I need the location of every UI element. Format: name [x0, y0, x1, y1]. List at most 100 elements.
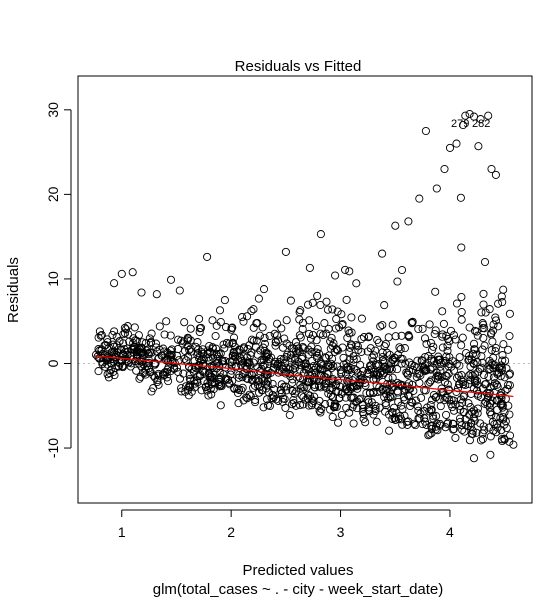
- data-point: [487, 409, 494, 416]
- data-point: [446, 144, 453, 151]
- data-point: [332, 272, 339, 279]
- data-point: [452, 434, 459, 441]
- data-point: [359, 401, 366, 408]
- data-point: [148, 330, 155, 337]
- data-point: [426, 321, 433, 328]
- chart-subtitle: glm(total_cases ~ . - city - week_start_…: [153, 581, 444, 598]
- y-tick-label: 0: [45, 359, 61, 367]
- data-point: [499, 299, 506, 306]
- data-point: [440, 320, 447, 327]
- data-point: [478, 353, 485, 360]
- data-point: [458, 293, 465, 300]
- data-point: [453, 300, 460, 307]
- x-axis-title: Predicted values: [243, 562, 354, 579]
- data-point: [216, 307, 223, 314]
- data-point: [240, 318, 247, 325]
- y-tick-label: -10: [45, 438, 61, 458]
- data-point: [287, 297, 294, 304]
- data-point: [398, 266, 405, 273]
- data-point: [348, 314, 355, 321]
- data-point: [282, 248, 289, 255]
- data-point: [422, 127, 429, 134]
- data-point: [463, 349, 470, 356]
- data-point: [217, 318, 224, 325]
- x-axis: 1234: [118, 510, 454, 540]
- data-point: [487, 451, 494, 458]
- data-point: [181, 319, 188, 326]
- data-point: [167, 276, 174, 283]
- data-point: [477, 437, 484, 444]
- data-point: [131, 324, 138, 331]
- data-point: [239, 314, 246, 321]
- data-point: [335, 419, 342, 426]
- data-point: [394, 366, 401, 373]
- data-point: [282, 404, 289, 411]
- data-point: [305, 351, 312, 358]
- data-point: [437, 403, 444, 410]
- data-point: [274, 332, 281, 339]
- data-point: [492, 171, 499, 178]
- data-point: [456, 354, 463, 361]
- data-point: [209, 317, 216, 324]
- y-tick-label: 30: [45, 102, 61, 118]
- data-point: [381, 302, 388, 309]
- data-point: [254, 351, 261, 358]
- data-point: [405, 218, 412, 225]
- x-tick-label: 4: [446, 524, 454, 540]
- data-point: [323, 298, 330, 305]
- outlier-label-1: 279: [451, 118, 469, 130]
- data-point: [321, 320, 328, 327]
- data-point: [187, 325, 194, 332]
- data-point: [377, 323, 384, 330]
- data-point: [286, 411, 293, 418]
- data-point: [457, 194, 464, 201]
- data-point: [350, 420, 357, 427]
- data-point: [480, 371, 487, 378]
- data-point: [458, 342, 465, 349]
- data-point: [306, 264, 313, 271]
- data-point: [204, 253, 211, 260]
- data-point: [433, 185, 440, 192]
- data-point: [118, 270, 125, 277]
- data-point: [466, 324, 473, 331]
- data-point: [279, 344, 286, 351]
- data-point: [458, 308, 465, 315]
- data-point: [343, 296, 350, 303]
- data-point: [153, 291, 160, 298]
- data-point: [274, 320, 281, 327]
- data-point: [306, 317, 313, 324]
- data-point: [489, 338, 496, 345]
- data-point: [506, 310, 513, 317]
- data-point: [346, 268, 353, 275]
- y-axis-title: Residuals: [5, 257, 22, 323]
- data-point: [439, 308, 446, 315]
- data-point: [324, 306, 331, 313]
- data-point: [314, 292, 321, 299]
- data-point: [495, 300, 502, 307]
- data-point: [312, 322, 319, 329]
- data-point: [506, 332, 513, 339]
- points-layer: [78, 110, 532, 461]
- data-point: [416, 195, 423, 202]
- data-point: [432, 288, 439, 295]
- data-point: [309, 299, 316, 306]
- data-point: [111, 280, 118, 287]
- x-tick-label: 1: [118, 524, 126, 540]
- data-point: [176, 375, 183, 382]
- y-tick-label: 10: [45, 271, 61, 287]
- data-point: [329, 413, 336, 420]
- data-point: [475, 143, 482, 150]
- data-point: [95, 368, 102, 375]
- data-point: [385, 395, 392, 402]
- outlier-label-2: 282: [472, 118, 490, 130]
- data-point: [260, 404, 267, 411]
- data-point: [250, 306, 257, 313]
- data-point: [459, 334, 466, 341]
- data-point: [260, 286, 267, 293]
- y-tick-label: 20: [45, 186, 61, 202]
- data-point: [221, 297, 228, 304]
- data-point: [470, 455, 477, 462]
- data-point: [353, 280, 360, 287]
- data-point: [385, 334, 392, 341]
